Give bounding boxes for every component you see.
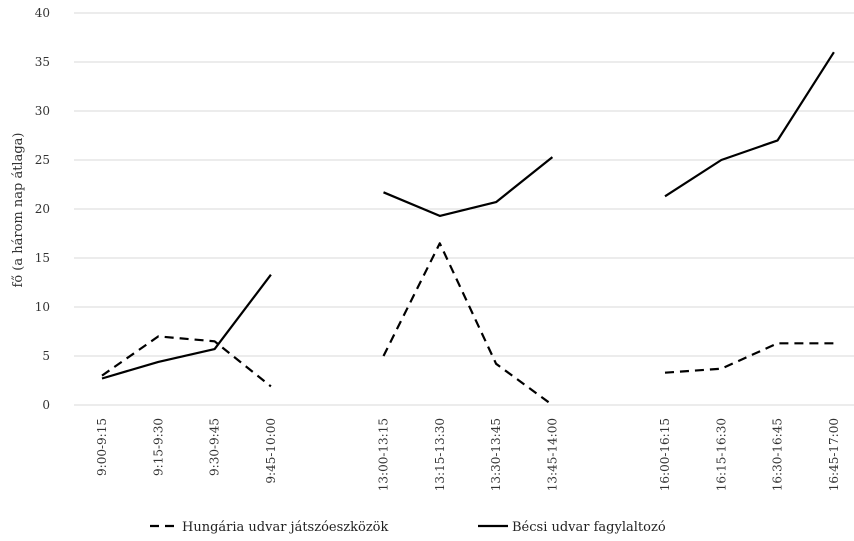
y-tick-label: 30 [35,104,50,118]
x-tick-label: 16:00-16:15 [658,418,672,491]
y-tick-label: 10 [35,300,50,314]
x-tick-label: 16:15-16:30 [714,418,728,491]
y-axis-tick-labels: 0 5 10 15 20 25 30 35 40 [35,6,50,412]
y-axis-label: fő (a három nap átlaga) [11,133,26,288]
y-tick-label: 40 [35,6,50,20]
x-tick-label: 9:45-10:00 [264,418,278,484]
x-axis-tick-labels: 9:00-9:15 9:15-9:30 9:30-9:45 9:45-10:00 13:… [95,418,841,491]
y-tick-label: 35 [35,55,50,69]
x-tick-label: 16:30-16:45 [771,418,785,491]
y-tick-label: 0 [42,398,50,412]
y-tick-label: 15 [35,251,50,265]
x-tick-label: 9:15-9:30 [151,418,165,476]
series-becsi-segment-1 [101,274,272,380]
x-tick-label: 9:30-9:45 [208,418,222,476]
series-lines [101,51,835,406]
series-becsi-segment-2 [383,156,554,217]
x-tick-label: 16:45-17:00 [827,418,841,491]
x-tick-label: 9:00-9:15 [95,418,109,476]
y-tick-label: 5 [42,349,50,363]
series-hungaria-segment-1 [101,335,272,388]
x-tick-label: 13:45-14:00 [545,418,559,491]
series-becsi-segment-3 [664,51,835,198]
y-tick-label: 20 [35,202,50,216]
series-hungaria-segment-2 [382,242,554,406]
x-tick-label: 13:15-13:30 [433,418,447,491]
x-tick-label: 13:00-13:15 [377,418,391,491]
x-tick-label: 13:30-13:45 [489,418,503,491]
y-tick-label: 25 [35,153,50,167]
legend: Hungária udvar játszóeszközök Bécsi udva… [150,520,666,535]
series-hungaria-segment-3 [664,342,834,374]
legend-label-becsi: Bécsi udvar fagylaltozó [512,520,666,535]
legend-label-hungaria: Hungária udvar játszóeszközök [182,520,388,535]
